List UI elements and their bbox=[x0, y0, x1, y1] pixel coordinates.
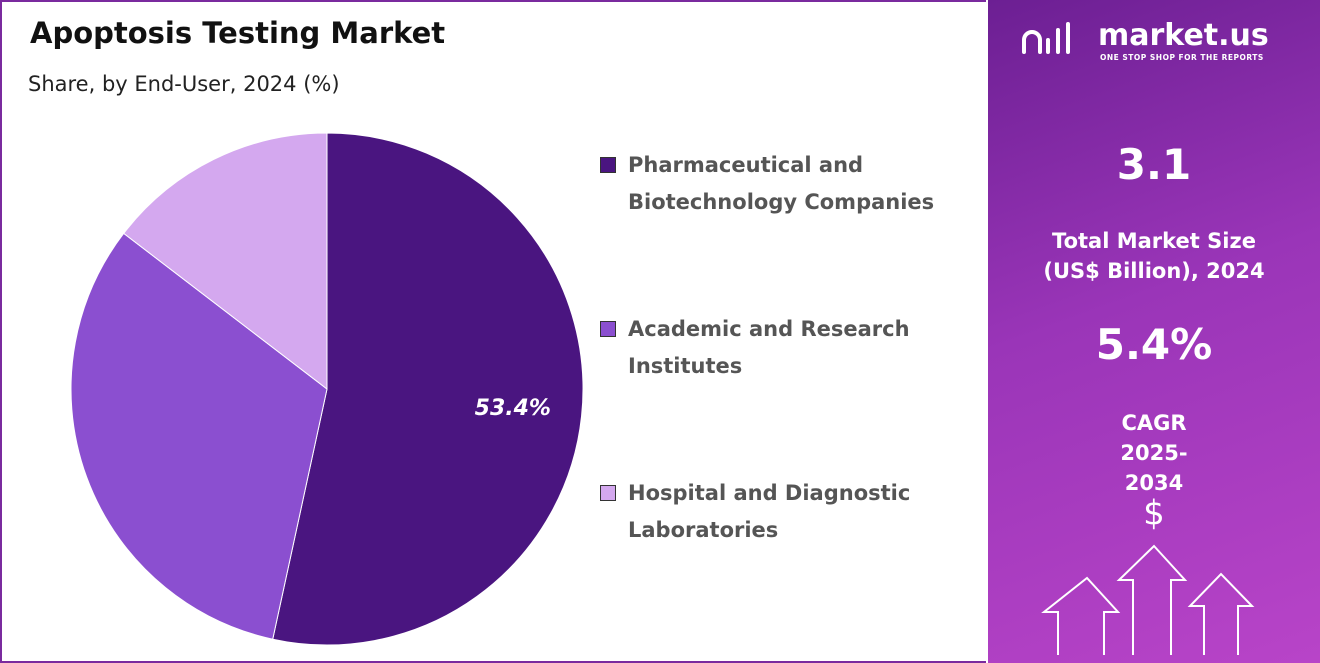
cagr: 5.4% bbox=[1095, 320, 1213, 369]
legend-entry: Academic and Research Institutes bbox=[600, 311, 1008, 385]
chart-subtitle: Share, by End-User, 2024 (%) bbox=[28, 72, 340, 96]
chart-title: Apoptosis Testing Market bbox=[30, 16, 446, 50]
market-size: 3.1 bbox=[1116, 140, 1192, 189]
legend-swatch bbox=[600, 321, 616, 337]
chart-area: Apoptosis Testing Market Share, by End-U… bbox=[0, 0, 986, 663]
pie-slice bbox=[70, 232, 328, 640]
data-label: 53.4% bbox=[475, 396, 551, 421]
pie-slice bbox=[123, 132, 328, 391]
pie-chart: 53.4% bbox=[70, 132, 584, 646]
market-size-label: Total Market Size (US$ Billion), 2024 bbox=[1043, 229, 1265, 283]
legend-label: Hospital and Diagnostic Laboratories bbox=[628, 481, 911, 542]
legend-swatch bbox=[600, 157, 616, 173]
cagr-label: CAGR 2025-2034 bbox=[1120, 411, 1188, 495]
legend-label: Pharmaceutical and Biotechnology Compani… bbox=[628, 153, 935, 214]
pie-slice bbox=[272, 132, 584, 646]
brand: market.us bbox=[1098, 18, 1269, 53]
legend-entry: Hospital and Diagnostic Laboratories bbox=[600, 475, 1008, 549]
legend-swatch bbox=[600, 485, 616, 501]
tagline: ONE STOP SHOP FOR THE REPORTS bbox=[1100, 53, 1264, 62]
legend-label: Academic and Research Institutes bbox=[628, 317, 910, 378]
legend-entry: Pharmaceutical and Biotechnology Compani… bbox=[600, 147, 1008, 221]
decoration: $ bbox=[1022, 22, 1255, 655]
side-panel: $ market.us ONE STOP SHOP FOR THE REPORT… bbox=[988, 0, 1320, 663]
svg-text:$: $ bbox=[1143, 494, 1165, 534]
